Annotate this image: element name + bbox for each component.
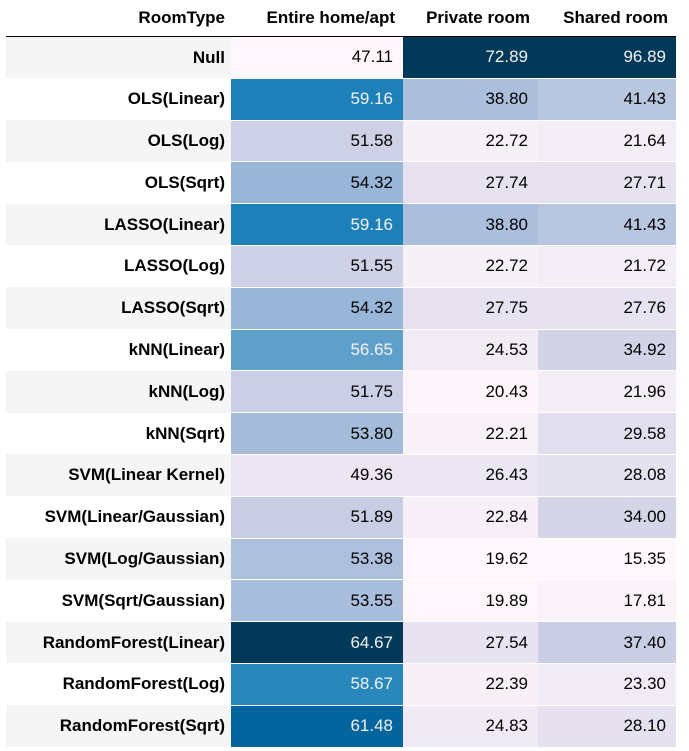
cell-entire-home: 54.32 — [231, 161, 403, 205]
cell-shared-room: 96.89 — [538, 36, 676, 79]
results-table: RoomType Entire home/apt Private room Sh… — [6, 0, 676, 748]
cell-shared-room: 27.76 — [538, 287, 676, 330]
row-label: OLS(Sqrt) — [6, 161, 231, 204]
cell-entire-home: 58.67 — [231, 663, 403, 706]
cell-shared-room: 34.92 — [538, 329, 676, 372]
cell-entire-home: 51.75 — [231, 370, 403, 414]
cell-private-room: 20.43 — [403, 370, 538, 414]
table-row: RandomForest(Linear) 64.67 27.54 37.40 — [6, 621, 676, 664]
cell-shared-room: 23.30 — [538, 663, 676, 706]
column-header-entire-home: Entire home/apt — [231, 0, 403, 37]
cell-shared-room: 28.08 — [538, 454, 676, 497]
results-table-container: RoomType Entire home/apt Private room Sh… — [6, 0, 676, 748]
column-header-shared-room: Shared room — [538, 0, 676, 37]
cell-private-room: 22.72 — [403, 120, 538, 163]
cell-private-room: 24.53 — [403, 329, 538, 372]
table-row: RandomForest(Log) 58.67 22.39 23.30 — [6, 663, 676, 706]
cell-private-room: 38.80 — [403, 203, 538, 246]
row-label: LASSO(Linear) — [6, 203, 231, 246]
row-label: RandomForest(Sqrt) — [6, 705, 231, 748]
cell-entire-home: 59.16 — [231, 78, 403, 121]
table-row: RandomForest(Sqrt) 61.48 24.83 28.10 — [6, 705, 676, 748]
table-row: OLS(Linear) 59.16 38.80 41.43 — [6, 78, 676, 121]
cell-private-room: 27.75 — [403, 287, 538, 330]
table-row: kNN(Linear) 56.65 24.53 34.92 — [6, 329, 676, 372]
row-label: LASSO(Sqrt) — [6, 287, 231, 330]
cell-shared-room: 29.58 — [538, 412, 676, 455]
table-row: LASSO(Linear) 59.16 38.80 41.43 — [6, 203, 676, 246]
cell-private-room: 19.62 — [403, 538, 538, 581]
cell-private-room: 22.72 — [403, 245, 538, 288]
cell-entire-home: 51.55 — [231, 245, 403, 288]
cell-private-room: 26.43 — [403, 454, 538, 497]
table-row: LASSO(Sqrt) 54.32 27.75 27.76 — [6, 287, 676, 330]
cell-shared-room: 21.72 — [538, 245, 676, 288]
cell-entire-home: 56.65 — [231, 329, 403, 372]
cell-private-room: 27.54 — [403, 621, 538, 664]
table-row: kNN(Log) 51.75 20.43 21.96 — [6, 370, 676, 414]
cell-private-room: 22.21 — [403, 412, 538, 455]
cell-shared-room: 41.43 — [538, 78, 676, 121]
row-label: kNN(Sqrt) — [6, 412, 231, 455]
header-row: RoomType Entire home/apt Private room Sh… — [6, 0, 676, 37]
table-row: OLS(Sqrt) 54.32 27.74 27.71 — [6, 161, 676, 205]
cell-private-room: 19.89 — [403, 579, 538, 623]
row-label: SVM(Linear/Gaussian) — [6, 496, 231, 539]
cell-entire-home: 51.89 — [231, 496, 403, 539]
cell-shared-room: 21.64 — [538, 120, 676, 163]
cell-entire-home: 53.80 — [231, 412, 403, 455]
cell-shared-room: 34.00 — [538, 496, 676, 539]
table-body: Null 47.11 72.89 96.89 OLS(Linear) 59.16 38.80… — [6, 36, 676, 748]
table-row: Null 47.11 72.89 96.89 — [6, 36, 676, 79]
cell-entire-home: 51.58 — [231, 120, 403, 163]
table-row: SVM(Sqrt/Gaussian) 53.55 19.89 17.81 — [6, 579, 676, 623]
cell-entire-home: 61.48 — [231, 705, 403, 748]
table-row: SVM(Linear/Gaussian) 51.89 22.84 34.00 — [6, 496, 676, 539]
column-header-private-room: Private room — [403, 0, 538, 37]
cell-private-room: 22.39 — [403, 663, 538, 706]
cell-private-room: 22.84 — [403, 496, 538, 539]
cell-shared-room: 41.43 — [538, 203, 676, 246]
row-label: LASSO(Log) — [6, 245, 231, 288]
table-row: SVM(Linear Kernel) 49.36 26.43 28.08 — [6, 454, 676, 497]
row-label: SVM(Log/Gaussian) — [6, 538, 231, 580]
cell-shared-room: 15.35 — [538, 538, 676, 581]
row-label: OLS(Log) — [6, 120, 231, 162]
table-row: OLS(Log) 51.58 22.72 21.64 — [6, 120, 676, 163]
cell-shared-room: 37.40 — [538, 621, 676, 664]
cell-entire-home: 47.11 — [231, 36, 403, 79]
cell-shared-room: 27.71 — [538, 161, 676, 205]
cell-entire-home: 64.67 — [231, 621, 403, 664]
row-label: kNN(Log) — [6, 370, 231, 413]
cell-shared-room: 28.10 — [538, 705, 676, 748]
row-label: SVM(Linear Kernel) — [6, 454, 231, 497]
cell-entire-home: 59.16 — [231, 203, 403, 246]
row-label: Null — [6, 36, 231, 79]
row-label: kNN(Linear) — [6, 329, 231, 371]
cell-entire-home: 53.38 — [231, 538, 403, 581]
cell-private-room: 24.83 — [403, 705, 538, 748]
table-row: kNN(Sqrt) 53.80 22.21 29.58 — [6, 412, 676, 455]
table-row: LASSO(Log) 51.55 22.72 21.72 — [6, 245, 676, 288]
index-header: RoomType — [6, 0, 231, 37]
table-row: SVM(Log/Gaussian) 53.38 19.62 15.35 — [6, 538, 676, 581]
row-label: RandomForest(Log) — [6, 663, 231, 706]
cell-entire-home: 53.55 — [231, 579, 403, 623]
row-label: SVM(Sqrt/Gaussian) — [6, 579, 231, 622]
cell-private-room: 72.89 — [403, 36, 538, 79]
cell-private-room: 38.80 — [403, 78, 538, 121]
cell-shared-room: 21.96 — [538, 370, 676, 414]
cell-entire-home: 54.32 — [231, 287, 403, 330]
cell-shared-room: 17.81 — [538, 579, 676, 623]
cell-entire-home: 49.36 — [231, 454, 403, 497]
row-label: OLS(Linear) — [6, 78, 231, 121]
row-label: RandomForest(Linear) — [6, 621, 231, 664]
cell-private-room: 27.74 — [403, 161, 538, 205]
